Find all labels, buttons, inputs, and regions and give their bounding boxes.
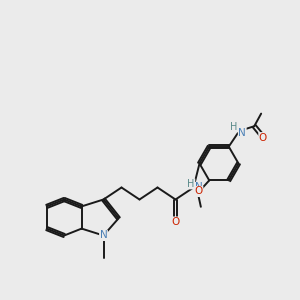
Text: N: N (238, 128, 246, 137)
Text: H: H (188, 179, 195, 189)
Text: O: O (259, 133, 267, 142)
Text: N: N (195, 182, 203, 193)
Text: N: N (100, 230, 107, 241)
Text: H: H (230, 122, 238, 132)
Text: O: O (171, 217, 180, 227)
Text: O: O (195, 187, 203, 196)
